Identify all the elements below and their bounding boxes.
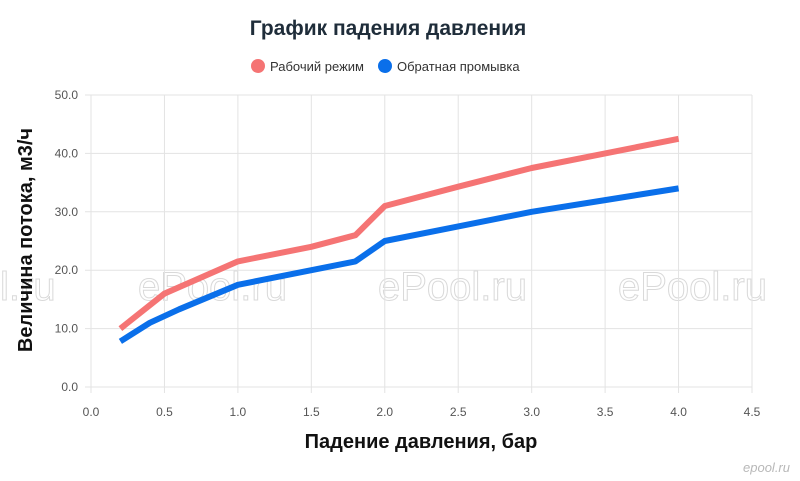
watermark-text: ePool.ru [618, 265, 767, 309]
chart-title: График падения давления [250, 17, 527, 40]
corner-logo: epool.ru [743, 460, 790, 475]
y-tick-label: 10.0 [55, 322, 79, 336]
legend-label-backwash: Обратная промывка [397, 59, 520, 74]
y-tick-label: 0.0 [61, 380, 78, 394]
watermark-layer: l.ru ePool.ru ePool.ru ePool.ru [0, 265, 767, 310]
axis-tick-labels: 0.0 0.5 1.0 1.5 2.0 2.5 3.0 3.5 4.0 4.5 0.0 10.0 20.… [55, 88, 761, 419]
x-tick-label: 4.5 [744, 405, 761, 419]
x-tick-label: 1.0 [230, 405, 247, 419]
watermark-text: l.ru [0, 265, 56, 309]
x-tick-label: 0.5 [156, 405, 173, 419]
legend-label-working: Рабочий режим [270, 59, 364, 74]
y-tick-label: 40.0 [55, 146, 79, 160]
series-line-backwash[interactable] [118, 185, 680, 344]
x-tick-label: 4.0 [670, 405, 687, 419]
y-tick-label: 30.0 [55, 205, 79, 219]
y-tick-label: 20.0 [55, 263, 79, 277]
x-tick-label: 2.0 [376, 405, 393, 419]
y-tick-label: 50.0 [55, 88, 79, 102]
legend-marker-working [251, 59, 265, 73]
x-tick-label: 3.0 [523, 405, 540, 419]
legend: Рабочий режим Обратная промывка [251, 59, 520, 74]
watermark-text: ePool.ru [378, 265, 527, 309]
x-tick-label: 3.5 [597, 405, 614, 419]
x-tick-label: 2.5 [450, 405, 467, 419]
grid-layer [85, 94, 753, 393]
legend-item-backwash[interactable]: Обратная промывка [378, 59, 520, 74]
x-tick-label: 0.0 [83, 405, 100, 419]
x-tick-label: 1.5 [303, 405, 320, 419]
x-axis-title: Падение давления, бар [305, 431, 538, 453]
y-axis-title: Величина потока, м3/ч [15, 128, 37, 352]
series-line-working[interactable] [118, 135, 680, 331]
series-layer [118, 135, 680, 344]
legend-item-working[interactable]: Рабочий режим [251, 59, 364, 74]
legend-marker-backwash [378, 59, 392, 73]
